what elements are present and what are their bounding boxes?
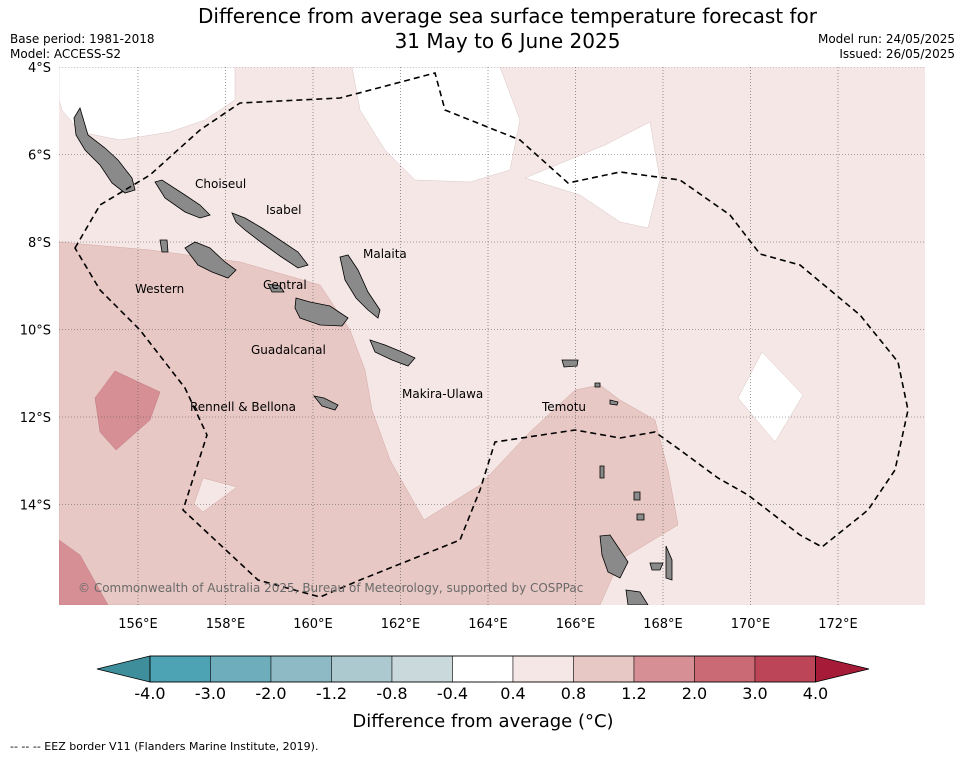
place-rennell-bellona: Rennell & Bellona <box>190 400 296 414</box>
chart-title: Difference from average sea surface temp… <box>120 4 895 54</box>
colorbar: -4.0 -3.0 -2.0 -1.2 -0.8 -0.4 0.4 0.8 1.2 2.0 3.0 4… <box>96 655 870 703</box>
colorbar-tick-label: 4.0 <box>803 684 828 703</box>
gridlines <box>59 67 925 605</box>
island-bougainville <box>73 107 136 194</box>
lat-tick-label: 12°S <box>20 411 51 426</box>
neutral-region-northwest <box>59 67 236 141</box>
colorbar-segment <box>391 655 453 683</box>
colorbar-tick-label: -2.0 <box>255 684 286 703</box>
colorbar-segment <box>754 655 816 683</box>
place-isabel: Isabel <box>266 203 301 217</box>
title-line-1: Difference from average sea surface temp… <box>197 4 817 28</box>
colorbar-tick-label: 0.8 <box>561 684 586 703</box>
lon-tick-label: 172°E <box>818 617 858 632</box>
title-line-2: 31 May to 6 June 2025 <box>394 29 621 53</box>
longitude-labels: 156°E 158°E 160°E 162°E 164°E 166°E 168°E 170°E… <box>118 617 858 632</box>
colorbar-outline <box>149 655 816 683</box>
island-isabel <box>231 212 309 269</box>
island-temotu-2 <box>594 382 601 388</box>
anomaly-region-0-8 <box>59 241 679 605</box>
colorbar-tick-label: -0.8 <box>376 684 407 703</box>
colorbar-tick-label: 1.2 <box>621 684 646 703</box>
anomaly-region-1-2 <box>94 370 161 451</box>
lon-tick-label: 168°E <box>643 617 683 632</box>
lon-tick-label: 162°E <box>381 617 421 632</box>
island-temotu-3 <box>609 399 619 406</box>
colorbar-segment <box>210 655 272 683</box>
lon-tick-label: 164°E <box>468 617 508 632</box>
colorbar-segment <box>331 655 393 683</box>
colorbar-tick-label: -4.0 <box>134 684 165 703</box>
place-guadalcanal: Guadalcanal <box>251 343 326 357</box>
map-area: © Commonwealth of Australia 2025, Bureau… <box>59 67 925 605</box>
island-small-2 <box>636 513 645 521</box>
neutral-region-north <box>351 67 521 183</box>
lon-tick-label: 156°E <box>118 617 158 632</box>
island-makira <box>369 339 416 367</box>
anomaly-region-1-2-southwest <box>59 539 109 605</box>
meta-left: Base period: 1981-2018 Model: ACCESS-S2 <box>10 32 155 62</box>
place-labels: Choiseul Isabel Malaita Western Central … <box>135 177 586 414</box>
colorbar-segment <box>694 655 756 683</box>
base-period: Base period: 1981-2018 <box>10 32 155 46</box>
eez-border <box>74 72 909 598</box>
colorbar-tick-label: 2.0 <box>682 684 707 703</box>
island-small-3 <box>599 465 605 479</box>
colorbar-segment <box>452 655 514 683</box>
lon-tick-label: 170°E <box>731 617 771 632</box>
island-malaita <box>339 254 381 319</box>
colorbar-tick-label: 3.0 <box>742 684 767 703</box>
place-makira-ulawa: Makira-Ulawa <box>402 387 483 401</box>
island-vanuatu-2 <box>625 589 649 605</box>
place-western: Western <box>135 282 184 296</box>
island-central-west <box>159 239 169 253</box>
island-temotu-1 <box>561 359 579 368</box>
lat-tick-label: 14°S <box>20 499 51 514</box>
colorbar-segment <box>512 655 574 683</box>
colorbar-extend-high <box>815 655 870 683</box>
islands <box>73 107 673 605</box>
island-guadalcanal <box>294 297 349 327</box>
place-central: Central <box>263 278 307 292</box>
island-new-georgia <box>184 241 237 279</box>
lon-tick-label: 166°E <box>556 617 596 632</box>
island-small-1 <box>633 491 641 501</box>
lon-tick-label: 158°E <box>206 617 246 632</box>
neutral-region-east <box>737 351 804 443</box>
lat-tick-label: 8°S <box>28 236 51 251</box>
place-temotu: Temotu <box>541 400 586 414</box>
model-run: Model run: 24/05/2025 <box>817 32 955 46</box>
island-vanuatu-3 <box>649 562 664 571</box>
colorbar-segment <box>633 655 695 683</box>
island-vanuatu-4 <box>665 545 673 581</box>
colorbar-extend-low <box>96 655 151 683</box>
colorbar-segment <box>149 655 211 683</box>
island-choiseul <box>154 179 211 219</box>
model-name: Model: ACCESS-S2 <box>10 47 122 61</box>
colorbar-tick-label: -0.4 <box>437 684 468 703</box>
colorbar-segment <box>573 655 635 683</box>
colorbar-tick-label: 0.4 <box>500 684 525 703</box>
island-vanuatu-1 <box>599 534 629 579</box>
place-malaita: Malaita <box>363 247 407 261</box>
lat-tick-label: 6°S <box>28 149 51 164</box>
lon-tick-label: 160°E <box>293 617 333 632</box>
lat-tick-label: 4°S <box>28 61 51 76</box>
copyright-text: © Commonwealth of Australia 2025, Bureau… <box>78 581 583 595</box>
island-central <box>267 283 285 293</box>
island-rennell <box>313 395 339 411</box>
colorbar-tick-label: -1.2 <box>316 684 347 703</box>
latitude-labels: 4°S 6°S 8°S 10°S 12°S 14°S <box>20 61 51 514</box>
place-choiseul: Choiseul <box>195 177 246 191</box>
eez-legend-note: -- -- -- EEZ border V11 (Flanders Marine… <box>10 740 319 753</box>
colorbar-tick-label: -3.0 <box>195 684 226 703</box>
issued-date: Issued: 26/05/2025 <box>839 47 955 61</box>
meta-right: Model run: 24/05/2025 Issued: 26/05/2025 <box>818 32 955 62</box>
lat-tick-label: 10°S <box>20 324 51 339</box>
colorbar-segment <box>270 655 332 683</box>
colorbar-title: Difference from average (°C) <box>352 711 613 732</box>
neutral-region-northeast <box>524 121 661 229</box>
